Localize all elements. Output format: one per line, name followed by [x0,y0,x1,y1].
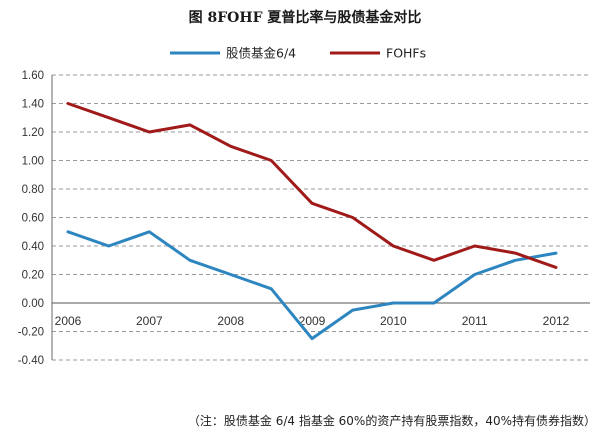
x-tick-label: 2007 [136,314,163,328]
series-lines [66,102,558,341]
series-line-0 [66,230,558,341]
x-tick-label: 2010 [380,314,407,328]
x-tick-label: 2011 [462,314,488,328]
y-tick-label: 0.00 [22,298,44,310]
y-tick-label: 0.20 [22,270,44,282]
y-tick-label: 1.20 [22,127,44,139]
x-tick-label: 2009 [299,314,326,328]
x-tick-label: 2012 [543,314,570,328]
gridlines [51,74,590,361]
legend-label-1: FOHFs [386,46,426,61]
x-tick-label: 2006 [55,314,82,328]
y-tick-label: 1.40 [22,99,44,111]
x-tick-label: 2008 [217,314,244,328]
y-tick-label: 0.80 [22,184,44,196]
y-tick-label: 1.60 [22,70,44,82]
y-tick-label: -0.20 [18,327,44,339]
legend-label-0: 股债基金6/4 [226,46,296,61]
chart-title: 图 8FOHF 夏普比率与股债基金对比 [189,9,422,26]
y-tick-label: -0.40 [18,355,44,367]
legend: 股债基金6/4 FOHFs [170,46,426,61]
series-line-1 [66,102,558,269]
y-axis-ticks: -0.40 -0.20 0.00 0.20 0.40 0.60 0.80 1.00 1.20 1.… [18,70,44,367]
footnote: （注：股债基金 6/4 指基金 60%的资产持有股票指数，40%持有债券指数） [188,413,596,428]
x-axis-ticks: 2006 2007 2008 2009 2010 2011 2012 [55,314,570,328]
y-tick-label: 1.00 [22,156,44,168]
y-tick-label: 0.60 [22,213,44,225]
y-tick-label: 0.40 [22,241,44,253]
